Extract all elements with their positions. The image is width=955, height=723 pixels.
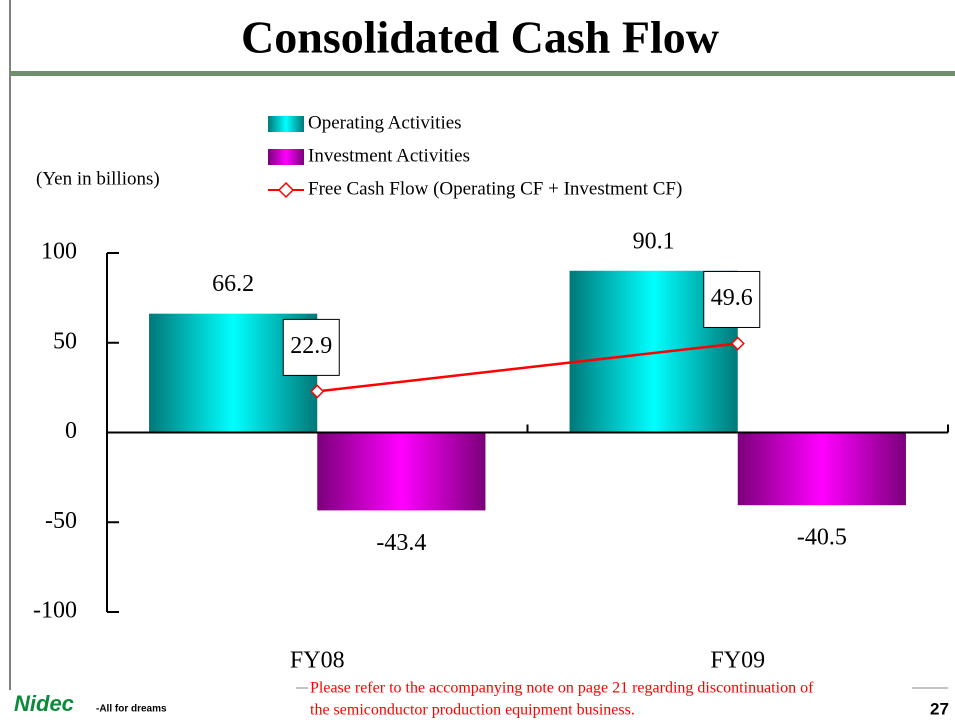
y-tick-label: 100 [41,239,77,265]
y-axis-label: (Yen in billions) [36,168,160,189]
value-label: 22.9 [290,333,332,359]
chart-title: Consolidated Cash Flow [241,12,719,63]
marker [730,336,745,351]
value-label: 49.6 [711,285,753,311]
logo: Nidec [14,691,74,716]
y-tick-label: -100 [33,598,77,624]
tagline: -All for dreams [96,704,167,715]
x-tick-label: FY08 [290,648,345,674]
marker [310,384,325,399]
value-label: -43.4 [376,530,426,556]
note-line: the semiconductor production equipment b… [310,702,635,719]
bar [737,432,906,506]
value-label: 66.2 [212,271,254,297]
legend-swatch [268,149,304,165]
line [317,342,738,393]
y-tick-label: -50 [45,508,77,534]
legend-label: Free Cash Flow (Operating CF + Investmen… [308,178,682,199]
page-number: 27 [930,699,949,718]
note-line: Please refer to the accompanying note on… [310,680,814,697]
legend-marker [277,181,295,199]
value-label: 90.1 [633,228,675,254]
label-box [703,270,761,328]
title-rule [10,71,955,76]
legend-label: Investment Activities [308,145,470,166]
legend-swatch [268,116,304,132]
x-tick-label: FY09 [710,648,765,674]
y-tick-label: 50 [53,328,77,354]
label-box [282,318,340,376]
value-label: -40.5 [797,525,847,551]
bar [317,432,486,511]
y-tick-label: 0 [65,418,77,444]
legend-label: Operating Activities [308,112,462,133]
